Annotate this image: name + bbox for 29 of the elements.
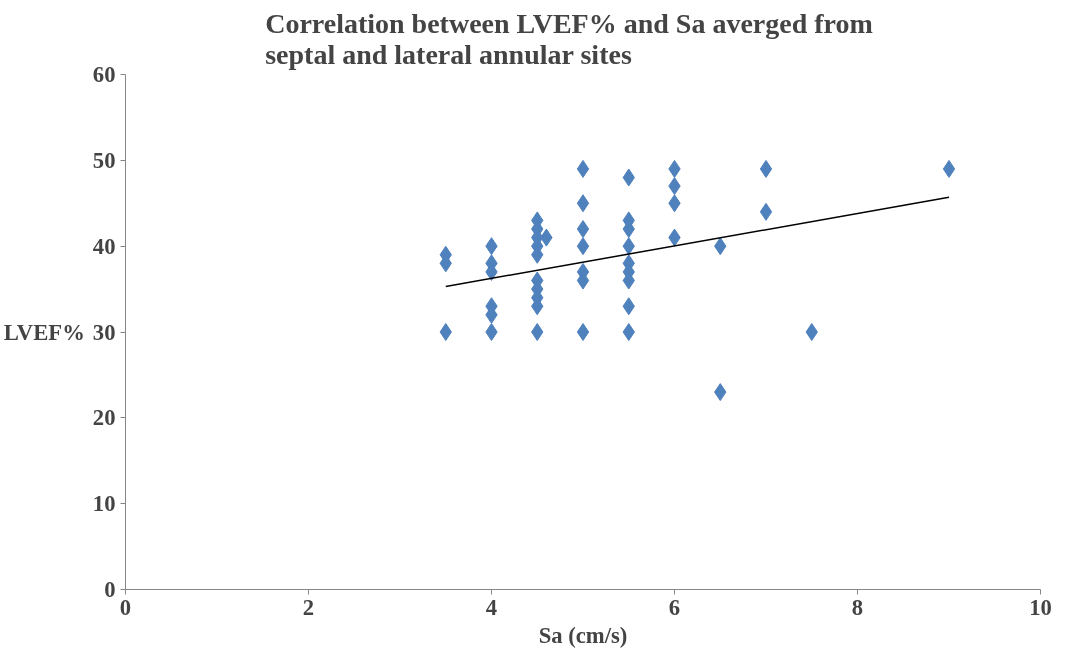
point: [576, 194, 590, 213]
point: [576, 323, 590, 341]
y-tick-label: 0: [104, 577, 116, 602]
point: [531, 323, 544, 341]
x-tick-label: 8: [851, 594, 864, 620]
y-axis-title: LVEF%: [3, 319, 85, 345]
y-tick-label: 20: [92, 405, 116, 431]
point: [576, 159, 590, 178]
x-axis-title: Sa (cm/s): [538, 622, 628, 648]
x-tick-label: 6: [668, 594, 681, 620]
y-tick-label: 10: [92, 491, 116, 517]
point: [576, 237, 590, 256]
y-tick-label: 40: [92, 233, 116, 259]
x-tick-label: 0: [119, 594, 132, 620]
point: [805, 323, 818, 341]
point: [942, 159, 956, 178]
point: [439, 323, 452, 341]
y-tick-label: 30: [92, 319, 116, 345]
x-tick-label: 10: [1029, 594, 1052, 620]
x-tick-label: 2: [302, 594, 315, 620]
x-tick-label: 4: [485, 594, 498, 620]
y-tick-label: 50: [92, 147, 116, 173]
point: [759, 202, 773, 221]
point: [622, 323, 635, 341]
point: [485, 323, 498, 341]
point: [759, 159, 773, 178]
y-tick-label: 60: [92, 62, 116, 87]
point: [576, 220, 590, 238]
chart-title: Correlation between LVEF% and Sa averged from septal and lateral annular sites: [265, 7, 873, 70]
